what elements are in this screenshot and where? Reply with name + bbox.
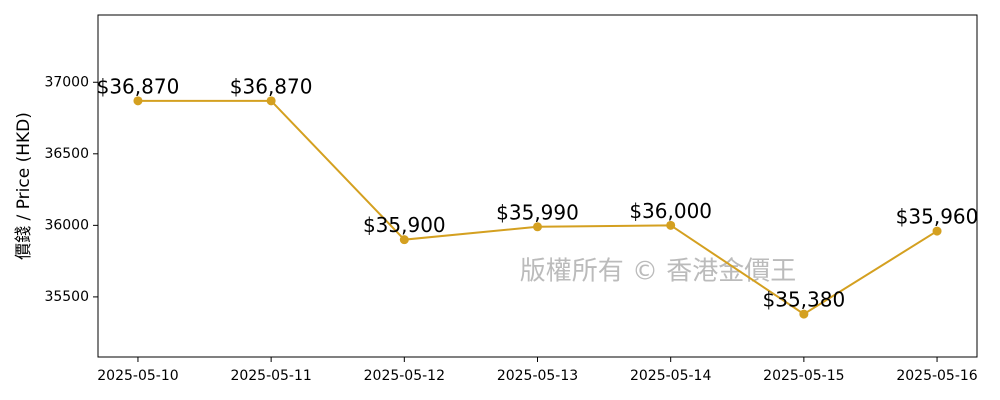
x-tick-label: 2025-05-14 (630, 368, 711, 384)
y-tick-label: 37000 (44, 74, 89, 90)
point (799, 309, 809, 319)
point (399, 235, 409, 245)
value-label: $36,870 (230, 74, 313, 98)
y-tick-label: 35500 (44, 289, 89, 305)
point (266, 96, 276, 106)
watermark: 版權所有 © 香港金價王 (520, 257, 797, 287)
value-label: $36,870 (97, 74, 180, 98)
value-label: $35,960 (896, 205, 979, 229)
point (932, 226, 942, 236)
value-label: $36,000 (629, 199, 712, 223)
y-tick-label: 36000 (44, 217, 89, 233)
y-tick-label: 36500 (44, 146, 89, 162)
x-tick-label: 2025-05-10 (97, 368, 178, 384)
x-tick-label: 2025-05-16 (896, 368, 977, 384)
y-axis-label: 價錢 / Price (HKD) (14, 112, 34, 260)
x-tick-label: 2025-05-13 (497, 368, 578, 384)
value-label: $35,990 (496, 200, 579, 224)
x-tick-label: 2025-05-15 (763, 368, 844, 384)
point (666, 220, 676, 230)
point (533, 222, 542, 232)
value-label: $35,380 (763, 288, 846, 312)
x-tick-label: 2025-05-11 (230, 368, 311, 384)
value-label: $35,900 (363, 213, 446, 237)
point (133, 96, 143, 106)
x-tick-label: 2025-05-12 (364, 368, 445, 384)
